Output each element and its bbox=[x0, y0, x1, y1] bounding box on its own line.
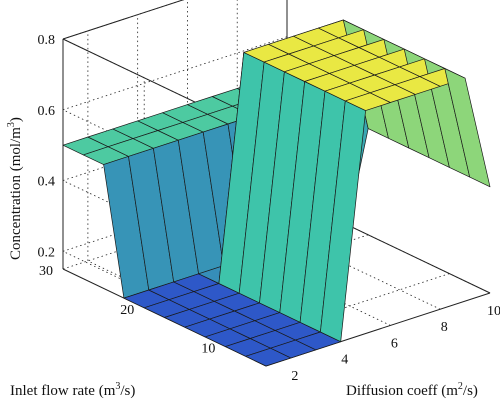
x-tick-label: 2 bbox=[291, 369, 298, 384]
y-axis-label: Inlet flow rate (m3/s) bbox=[10, 381, 135, 399]
grid-line bbox=[187, 228, 391, 326]
axis-edge bbox=[62, 0, 185, 40]
x-tick-label: 6 bbox=[391, 336, 398, 351]
z-tick-label: 0.8 bbox=[38, 33, 56, 48]
z-tick-label: 0.2 bbox=[38, 245, 56, 260]
z-axis-label: Concentration (mol/m3) bbox=[6, 117, 24, 260]
surface-mesh bbox=[62, 19, 491, 367]
y-tick-label: 10 bbox=[201, 342, 215, 357]
surface-patch bbox=[444, 68, 491, 188]
y-tick-label: 30 bbox=[39, 264, 53, 279]
x-tick-label: 10 bbox=[487, 304, 500, 319]
grid-line bbox=[62, 36, 288, 111]
z-tick-label: 0.4 bbox=[38, 175, 56, 190]
x-tick-label: 8 bbox=[441, 320, 448, 335]
grid-line bbox=[237, 211, 441, 310]
z-tick-label: 0.6 bbox=[38, 104, 56, 119]
x-axis-label: Diffusion coeff (m2/s) bbox=[346, 381, 478, 399]
tick-labels: 0.2 0.4 0.6 0.8 2 4 6 8 10 10 20 30 bbox=[38, 33, 500, 384]
x-tick-label: 4 bbox=[341, 353, 348, 368]
y-tick-label: 20 bbox=[120, 303, 134, 318]
grid-line bbox=[62, 0, 184, 40]
